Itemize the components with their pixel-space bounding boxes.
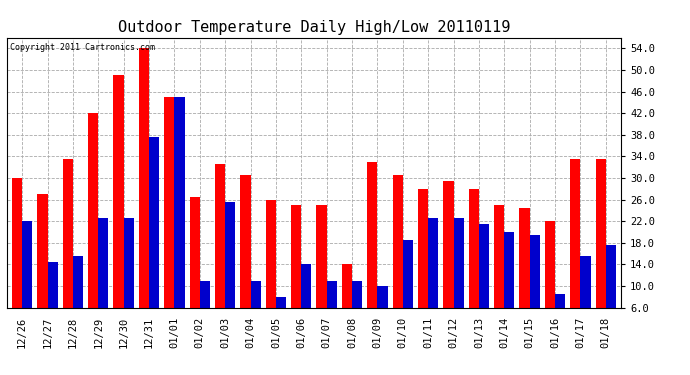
Bar: [393, 175, 403, 340]
Bar: [530, 235, 540, 340]
Bar: [520, 208, 530, 340]
Bar: [48, 262, 58, 340]
Bar: [37, 194, 48, 340]
Bar: [606, 245, 616, 340]
Bar: [266, 200, 276, 340]
Bar: [124, 218, 134, 340]
Bar: [73, 256, 83, 340]
Bar: [88, 113, 98, 340]
Bar: [428, 218, 438, 340]
Bar: [12, 178, 22, 340]
Bar: [504, 232, 515, 340]
Bar: [113, 75, 124, 340]
Text: Copyright 2011 Cartronics.com: Copyright 2011 Cartronics.com: [10, 43, 155, 52]
Bar: [175, 97, 184, 340]
Bar: [215, 164, 225, 340]
Bar: [302, 264, 311, 340]
Bar: [479, 224, 489, 340]
Bar: [377, 286, 388, 340]
Bar: [494, 205, 504, 340]
Bar: [352, 280, 362, 340]
Bar: [326, 280, 337, 340]
Bar: [444, 181, 453, 340]
Bar: [545, 221, 555, 340]
Bar: [149, 137, 159, 340]
Bar: [469, 189, 479, 340]
Bar: [555, 294, 565, 340]
Bar: [250, 280, 261, 340]
Bar: [98, 218, 108, 340]
Bar: [22, 221, 32, 340]
Bar: [190, 197, 200, 340]
Bar: [453, 218, 464, 340]
Bar: [225, 202, 235, 340]
Bar: [418, 189, 428, 340]
Bar: [139, 48, 149, 340]
Bar: [342, 264, 352, 340]
Bar: [63, 159, 73, 340]
Bar: [403, 240, 413, 340]
Bar: [570, 159, 580, 340]
Bar: [200, 280, 210, 340]
Bar: [240, 175, 250, 340]
Title: Outdoor Temperature Daily High/Low 20110119: Outdoor Temperature Daily High/Low 20110…: [118, 20, 510, 35]
Bar: [580, 256, 591, 340]
Bar: [291, 205, 302, 340]
Bar: [276, 297, 286, 340]
Bar: [367, 162, 377, 340]
Bar: [164, 97, 175, 340]
Bar: [317, 205, 326, 340]
Bar: [595, 159, 606, 340]
